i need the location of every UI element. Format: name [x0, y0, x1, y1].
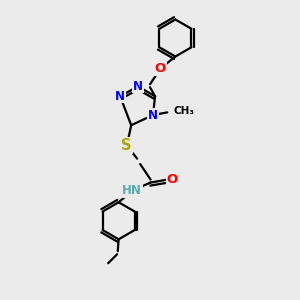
Text: S: S: [122, 138, 132, 153]
Text: O: O: [155, 62, 166, 75]
Text: N: N: [115, 90, 125, 103]
Text: N: N: [133, 80, 143, 93]
Text: O: O: [167, 173, 178, 186]
Text: HN: HN: [122, 184, 142, 197]
Text: N: N: [148, 109, 158, 122]
Text: CH₃: CH₃: [174, 106, 195, 116]
